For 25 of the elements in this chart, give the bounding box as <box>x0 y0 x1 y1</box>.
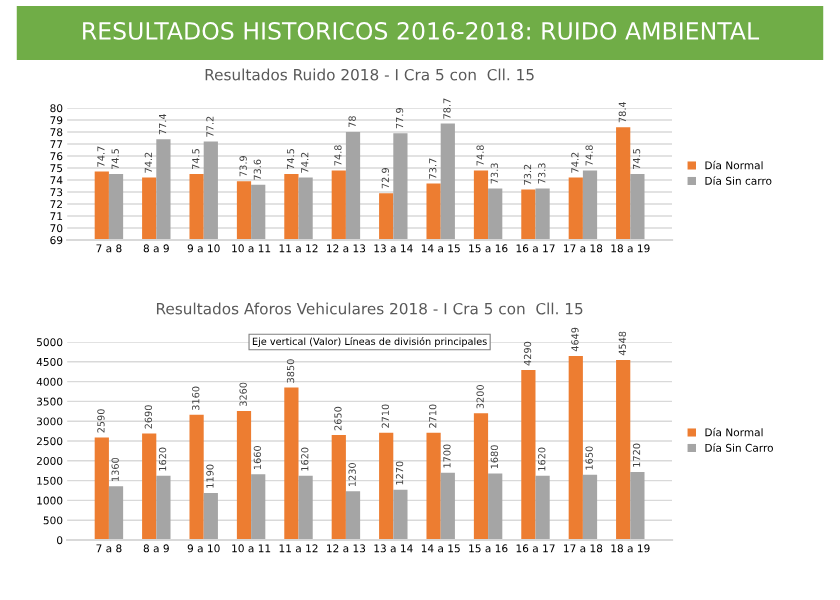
bar <box>488 473 503 540</box>
bar <box>568 355 583 540</box>
bar <box>298 475 313 540</box>
bar <box>203 492 218 540</box>
bar <box>535 475 550 540</box>
bar <box>393 489 408 540</box>
bar <box>142 433 157 540</box>
bar <box>630 471 645 540</box>
bar <box>189 414 204 540</box>
bar <box>473 413 489 540</box>
bar <box>521 370 536 540</box>
bar <box>94 437 109 540</box>
bar <box>426 432 441 540</box>
bar <box>345 491 361 540</box>
bar <box>251 474 266 540</box>
bar <box>440 472 455 540</box>
bar <box>284 387 299 540</box>
bar <box>156 475 171 540</box>
text: RESULTADOS HISTORICOS 2016-2018: RUIDO AMBIENTAL <box>83 21 760 40</box>
bar <box>236 410 252 540</box>
bar <box>616 359 631 540</box>
bar <box>331 435 346 540</box>
bar <box>379 432 394 540</box>
bar <box>108 486 124 540</box>
bar <box>582 474 598 540</box>
